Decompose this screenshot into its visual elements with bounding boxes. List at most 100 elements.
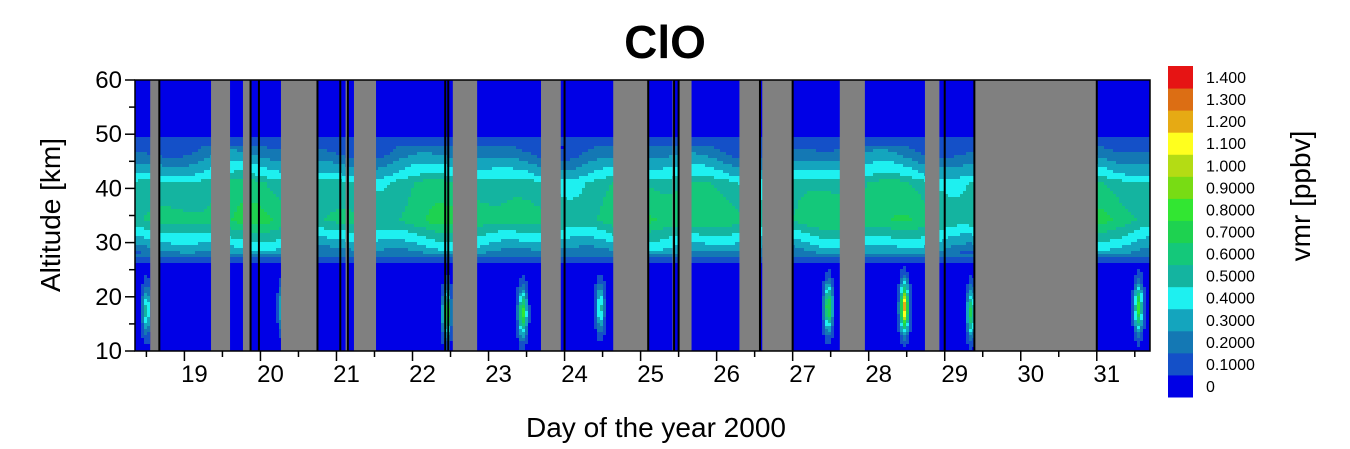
contour-cell	[147, 221, 151, 225]
contour-cell	[270, 146, 274, 150]
contour-cell	[171, 347, 175, 351]
contour-cell	[255, 200, 259, 204]
contour-cell	[276, 200, 280, 204]
contour-cell	[180, 314, 184, 318]
contour-cell	[273, 236, 277, 240]
contour-cell	[141, 203, 145, 207]
contour-cell	[201, 92, 205, 96]
contour-cell	[201, 257, 205, 261]
contour-cell	[165, 218, 169, 222]
contour-cell	[204, 191, 208, 195]
contour-cell	[144, 314, 148, 318]
contour-cell	[198, 263, 202, 267]
contour-cell	[273, 125, 277, 129]
contour-cell	[267, 146, 271, 150]
contour-cell	[237, 128, 241, 132]
contour-cell	[264, 176, 268, 180]
contour-cell	[144, 227, 148, 231]
contour-cell	[252, 89, 256, 93]
contour-cell	[171, 176, 175, 180]
contour-cell	[204, 200, 208, 204]
contour-cell	[177, 143, 181, 147]
contour-cell	[186, 275, 190, 279]
contour-cell	[240, 122, 244, 126]
contour-cell	[159, 113, 163, 117]
contour-cell	[174, 329, 178, 333]
contour-cell	[162, 191, 166, 195]
contour-cell	[207, 254, 211, 258]
contour-cell	[177, 155, 181, 159]
contour-cell	[237, 203, 241, 207]
contour-cell	[240, 290, 244, 294]
contour-cell	[261, 95, 265, 99]
contour-cell	[267, 344, 271, 348]
contour-cell	[276, 305, 280, 309]
contour-cell	[177, 86, 181, 90]
contour-cell	[165, 239, 169, 243]
contour-cell	[234, 155, 238, 159]
contour-cell	[273, 146, 277, 150]
contour-cell	[207, 260, 211, 264]
contour-cell	[204, 248, 208, 252]
contour-cell	[168, 164, 172, 168]
contour-cell	[183, 251, 187, 255]
contour-cell	[255, 290, 259, 294]
contour-cell	[261, 206, 265, 210]
contour-cell	[261, 200, 265, 204]
contour-cell	[171, 308, 175, 312]
contour-cell	[240, 311, 244, 315]
contour-cell	[171, 278, 175, 282]
contour-cell	[198, 275, 202, 279]
contour-cell	[159, 302, 163, 306]
contour-cell	[159, 146, 163, 150]
contour-cell	[255, 257, 259, 261]
contour-cell	[252, 146, 256, 150]
contour-cell	[159, 215, 163, 219]
contour-cell	[252, 275, 256, 279]
contour-cell	[168, 149, 172, 153]
contour-cell	[177, 221, 181, 225]
contour-cell	[264, 260, 268, 264]
contour-cell	[174, 143, 178, 147]
contour-cell	[231, 335, 235, 339]
contour-cell	[180, 95, 184, 99]
contour-cell	[144, 176, 148, 180]
contour-cell	[234, 143, 238, 147]
contour-cell	[279, 305, 283, 309]
contour-cell	[267, 185, 271, 189]
contour-cell	[165, 314, 169, 318]
contour-cell	[189, 194, 193, 198]
contour-cell	[168, 95, 172, 99]
contour-cell	[180, 221, 184, 225]
contour-cell	[141, 251, 145, 255]
contour-cell	[147, 329, 151, 333]
contour-cell	[270, 164, 274, 168]
contour-cell	[183, 212, 187, 216]
contour-cell	[171, 338, 175, 342]
contour-cell	[234, 305, 238, 309]
contour-cell	[192, 317, 196, 321]
contour-cell	[231, 89, 235, 93]
contour-cell	[276, 206, 280, 210]
contour-cell	[162, 293, 166, 297]
contour-cell	[174, 83, 178, 87]
contour-cell	[279, 251, 283, 255]
contour-cell	[186, 131, 190, 135]
contour-cell	[252, 278, 256, 282]
contour-cell	[255, 344, 259, 348]
contour-cell	[192, 161, 196, 165]
contour-cell	[201, 125, 205, 129]
contour-cell	[171, 98, 175, 102]
contour-cell	[237, 167, 241, 171]
contour-cell	[276, 326, 280, 330]
contour-cell	[234, 236, 238, 240]
contour-cell	[198, 104, 202, 108]
contour-cell	[192, 122, 196, 126]
contour-cell	[165, 272, 169, 276]
contour-cell	[162, 314, 166, 318]
contour-cell	[273, 104, 277, 108]
contour-cell	[171, 302, 175, 306]
contour-cell	[204, 161, 208, 165]
contour-cell	[240, 320, 244, 324]
contour-cell	[237, 134, 241, 138]
